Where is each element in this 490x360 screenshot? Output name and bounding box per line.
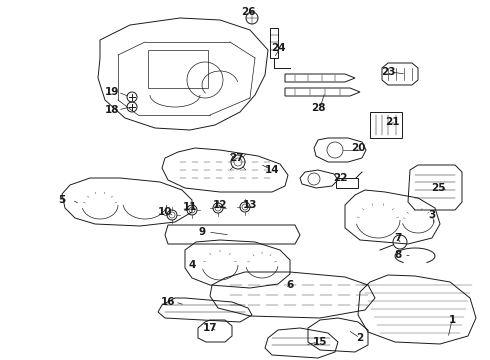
Text: 7: 7 (394, 233, 402, 243)
Text: 13: 13 (243, 200, 257, 210)
Text: 16: 16 (161, 297, 175, 307)
Text: 23: 23 (381, 67, 395, 77)
Text: 18: 18 (105, 105, 119, 115)
Text: 28: 28 (311, 103, 325, 113)
Text: 12: 12 (213, 200, 227, 210)
Bar (148, 50, 208, 88)
Text: 8: 8 (394, 250, 402, 260)
Text: 21: 21 (385, 117, 399, 127)
Text: 1: 1 (448, 315, 456, 325)
Text: 15: 15 (313, 337, 327, 347)
Text: 5: 5 (58, 195, 66, 205)
Text: 25: 25 (431, 183, 445, 193)
Text: 2: 2 (356, 333, 364, 343)
Text: 4: 4 (188, 260, 196, 270)
Bar (370, 112, 402, 138)
Text: 6: 6 (286, 280, 294, 290)
Text: 14: 14 (265, 165, 279, 175)
Text: 22: 22 (333, 173, 347, 183)
Text: 9: 9 (198, 227, 206, 237)
Bar (270, 28, 278, 58)
Text: 24: 24 (270, 43, 285, 53)
Text: 10: 10 (158, 207, 172, 217)
Text: 17: 17 (203, 323, 217, 333)
Text: 11: 11 (183, 202, 197, 212)
Text: 27: 27 (229, 153, 244, 163)
Text: 20: 20 (351, 143, 365, 153)
Text: 3: 3 (428, 210, 436, 220)
Text: 19: 19 (105, 87, 119, 97)
Text: 26: 26 (241, 7, 255, 17)
Bar (336, 178, 358, 188)
